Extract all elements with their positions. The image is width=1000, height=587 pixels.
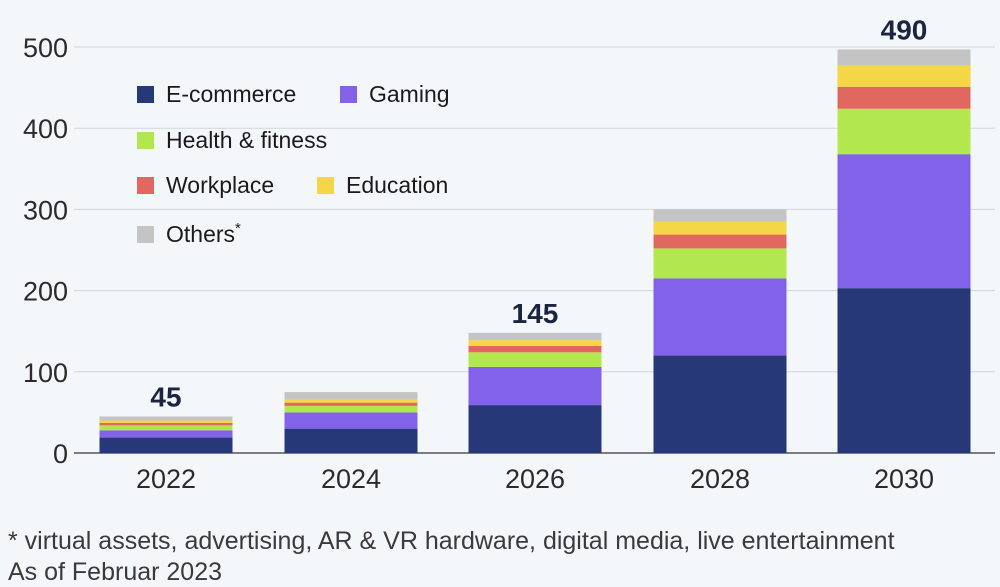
bar-segment-workplace-2024 bbox=[284, 402, 418, 406]
bar-segment-education-2030 bbox=[837, 65, 971, 87]
footnote-sources: * virtual assets, advertising, AR & VR h… bbox=[8, 527, 895, 555]
legend-swatch bbox=[137, 132, 154, 149]
y-tick-label: 200 bbox=[23, 277, 68, 307]
total-label: 145 bbox=[512, 298, 559, 329]
bar-segment-gaming-2030 bbox=[837, 154, 971, 289]
bar-segment-e-commerce-2024 bbox=[284, 428, 418, 453]
bar-segment-health-fitness-2028 bbox=[653, 248, 787, 279]
bar-segment-health-fitness-2024 bbox=[284, 405, 418, 413]
bar-segment-workplace-2026 bbox=[468, 345, 602, 353]
legend-footnote-mark: * bbox=[235, 220, 241, 237]
total-labels: 45 145 490 bbox=[150, 14, 927, 412]
bar-segment-gaming-2024 bbox=[284, 412, 418, 429]
bar-segment-e-commerce-2028 bbox=[653, 355, 787, 453]
y-axis-ticks: 0 100 200 300 400 500 bbox=[23, 33, 68, 469]
legend-item-e-commerce: E-commerce bbox=[137, 81, 296, 107]
bar-segment-health-fitness-2030 bbox=[837, 108, 971, 155]
bars bbox=[99, 49, 971, 453]
footnote-date: As of Februar 2023 bbox=[8, 558, 223, 586]
y-tick-label: 0 bbox=[53, 439, 68, 469]
y-tick-label: 100 bbox=[23, 358, 68, 388]
total-label: 490 bbox=[881, 14, 928, 45]
legend-label: Others* bbox=[166, 220, 241, 247]
legend-item-health-fitness: Health & fitness bbox=[137, 127, 327, 153]
legend: E-commerce Gaming Health & fitness Workplac… bbox=[137, 81, 450, 247]
x-tick-label: 2028 bbox=[690, 464, 750, 494]
bar-segment-workplace-2028 bbox=[653, 234, 787, 249]
bar-segment-workplace-2030 bbox=[837, 86, 971, 109]
legend-label: Education bbox=[346, 172, 448, 198]
bar-segment-education-2022 bbox=[99, 420, 233, 423]
legend-swatch bbox=[137, 226, 154, 243]
bar-segment-gaming-2028 bbox=[653, 278, 787, 356]
legend-item-others: Others* bbox=[137, 220, 241, 247]
legend-label: Health & fitness bbox=[166, 127, 327, 153]
bar-segment-others-2030 bbox=[837, 49, 971, 66]
legend-swatch bbox=[137, 86, 154, 103]
bar-segment-workplace-2022 bbox=[99, 422, 233, 426]
x-tick-label: 2024 bbox=[321, 464, 381, 494]
legend-item-gaming: Gaming bbox=[340, 81, 450, 107]
bar-segment-health-fitness-2026 bbox=[468, 352, 602, 367]
bar-segment-education-2026 bbox=[468, 340, 602, 346]
bar-segment-gaming-2026 bbox=[468, 366, 602, 406]
bar-segment-others-2022 bbox=[99, 416, 233, 421]
bar-segment-others-2028 bbox=[653, 209, 787, 222]
y-tick-label: 400 bbox=[23, 114, 68, 144]
stacked-bar-chart: 0 100 200 300 400 500 2022 2024 2026 2028 2030 45… bbox=[23, 14, 995, 494]
bar-segment-e-commerce-2030 bbox=[837, 288, 971, 453]
legend-swatch bbox=[317, 177, 334, 194]
legend-item-workplace: Workplace bbox=[137, 172, 274, 198]
legend-label: E-commerce bbox=[166, 81, 296, 107]
bar-segment-education-2028 bbox=[653, 221, 787, 235]
bar-segment-gaming-2022 bbox=[99, 430, 233, 438]
bar-segment-health-fitness-2022 bbox=[99, 425, 233, 431]
legend-item-education: Education bbox=[317, 172, 448, 198]
total-label: 45 bbox=[150, 381, 181, 412]
bar-segment-others-2026 bbox=[468, 332, 602, 341]
bar-segment-education-2024 bbox=[284, 399, 418, 403]
x-tick-label: 2022 bbox=[136, 464, 196, 494]
bar-segment-e-commerce-2022 bbox=[99, 437, 233, 453]
bar-segment-others-2024 bbox=[284, 392, 418, 400]
legend-label: Workplace bbox=[166, 172, 274, 198]
y-tick-label: 300 bbox=[23, 195, 68, 225]
legend-swatch bbox=[137, 177, 154, 194]
x-tick-label: 2030 bbox=[874, 464, 934, 494]
bar-segment-e-commerce-2026 bbox=[468, 405, 602, 453]
legend-swatch bbox=[340, 86, 357, 103]
x-tick-label: 2026 bbox=[505, 464, 565, 494]
legend-label: Gaming bbox=[369, 81, 450, 107]
x-axis-ticks: 2022 2024 2026 2028 2030 bbox=[136, 464, 934, 494]
y-tick-label: 500 bbox=[23, 33, 68, 63]
